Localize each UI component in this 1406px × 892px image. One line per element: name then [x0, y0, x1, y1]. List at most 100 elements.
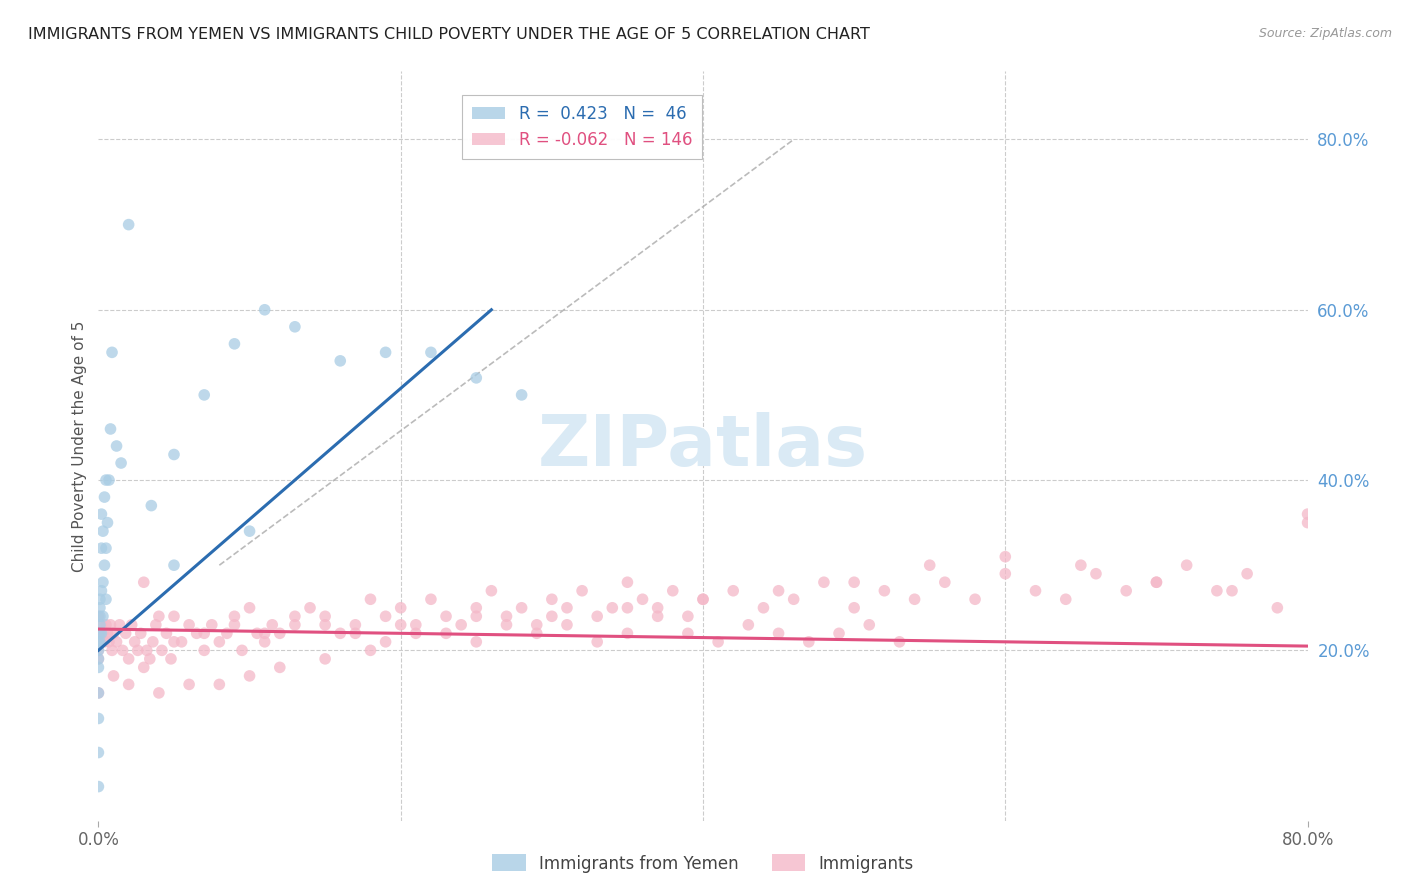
Point: [797, 635, 820, 649]
Point: [526, 617, 548, 632]
Point: [208, 677, 231, 691]
Point: [965, 592, 987, 607]
Point: [179, 617, 201, 632]
Point: [87, 635, 110, 649]
Point: [994, 566, 1017, 581]
Point: [163, 558, 186, 573]
Point: [495, 617, 517, 632]
Point: [844, 600, 866, 615]
Point: [150, 643, 173, 657]
Point: [94, 541, 117, 556]
Point: [93, 635, 115, 649]
Point: [87, 626, 110, 640]
Point: [676, 609, 699, 624]
Point: [420, 592, 443, 607]
Point: [813, 575, 835, 590]
Point: [434, 626, 457, 640]
Point: [118, 218, 141, 232]
Point: [246, 626, 269, 640]
Point: [121, 617, 143, 632]
Point: [647, 600, 669, 615]
Point: [87, 652, 110, 666]
Point: [215, 626, 238, 640]
Point: [555, 617, 578, 632]
Point: [93, 558, 115, 573]
Point: [135, 643, 157, 657]
Point: [465, 609, 488, 624]
Point: [148, 609, 170, 624]
Point: [224, 617, 246, 632]
Point: [87, 746, 110, 760]
Legend: R =  0.423   N =  46, R = -0.062   N = 146: R = 0.423 N = 46, R = -0.062 N = 146: [463, 95, 702, 159]
Point: [510, 600, 533, 615]
Point: [934, 575, 956, 590]
Point: [186, 626, 208, 640]
Point: [269, 660, 291, 674]
Point: [101, 643, 124, 657]
Point: [374, 609, 396, 624]
Point: [101, 345, 124, 359]
Point: [90, 507, 112, 521]
Text: IMMIGRANTS FROM YEMEN VS IMMIGRANTS CHILD POVERTY UNDER THE AGE OF 5 CORRELATION: IMMIGRANTS FROM YEMEN VS IMMIGRANTS CHIL…: [28, 27, 870, 42]
Point: [118, 677, 141, 691]
Point: [1144, 575, 1167, 590]
Point: [108, 617, 131, 632]
Point: [510, 388, 533, 402]
Point: [90, 626, 112, 640]
Point: [224, 609, 246, 624]
Point: [87, 635, 110, 649]
Point: [269, 626, 291, 640]
Point: [103, 669, 125, 683]
Point: [692, 592, 714, 607]
Point: [94, 473, 117, 487]
Point: [90, 541, 112, 556]
Point: [193, 388, 215, 402]
Point: [465, 600, 488, 615]
Point: [1296, 507, 1319, 521]
Point: [87, 660, 110, 674]
Point: [98, 473, 121, 487]
Point: [98, 635, 121, 649]
Point: [87, 711, 110, 725]
Point: [91, 575, 114, 590]
Point: [737, 617, 759, 632]
Point: [208, 635, 231, 649]
Point: [118, 652, 141, 666]
Y-axis label: Child Poverty Under the Age of 5: Child Poverty Under the Age of 5: [72, 320, 87, 572]
Point: [89, 626, 111, 640]
Point: [89, 600, 111, 615]
Text: ZIPatlas: ZIPatlas: [538, 411, 868, 481]
Point: [692, 592, 714, 607]
Point: [284, 617, 307, 632]
Point: [495, 609, 517, 624]
Point: [163, 609, 186, 624]
Point: [100, 617, 122, 632]
Text: Source: ZipAtlas.com: Source: ZipAtlas.com: [1258, 27, 1392, 40]
Point: [231, 643, 253, 657]
Point: [329, 354, 352, 368]
Point: [239, 669, 262, 683]
Point: [87, 643, 110, 657]
Point: [193, 626, 215, 640]
Point: [526, 626, 548, 640]
Point: [450, 617, 472, 632]
Point: [132, 660, 155, 674]
Point: [360, 592, 382, 607]
Point: [201, 617, 224, 632]
Point: [631, 592, 654, 607]
Point: [783, 592, 806, 607]
Point: [586, 609, 609, 624]
Point: [193, 643, 215, 657]
Point: [148, 686, 170, 700]
Point: [224, 336, 246, 351]
Point: [105, 635, 128, 649]
Point: [89, 592, 111, 607]
Point: [465, 371, 488, 385]
Point: [90, 583, 112, 598]
Point: [602, 600, 624, 615]
Legend: Immigrants from Yemen, Immigrants: Immigrants from Yemen, Immigrants: [485, 847, 921, 880]
Point: [124, 635, 146, 649]
Point: [93, 490, 115, 504]
Point: [465, 635, 488, 649]
Point: [768, 583, 790, 598]
